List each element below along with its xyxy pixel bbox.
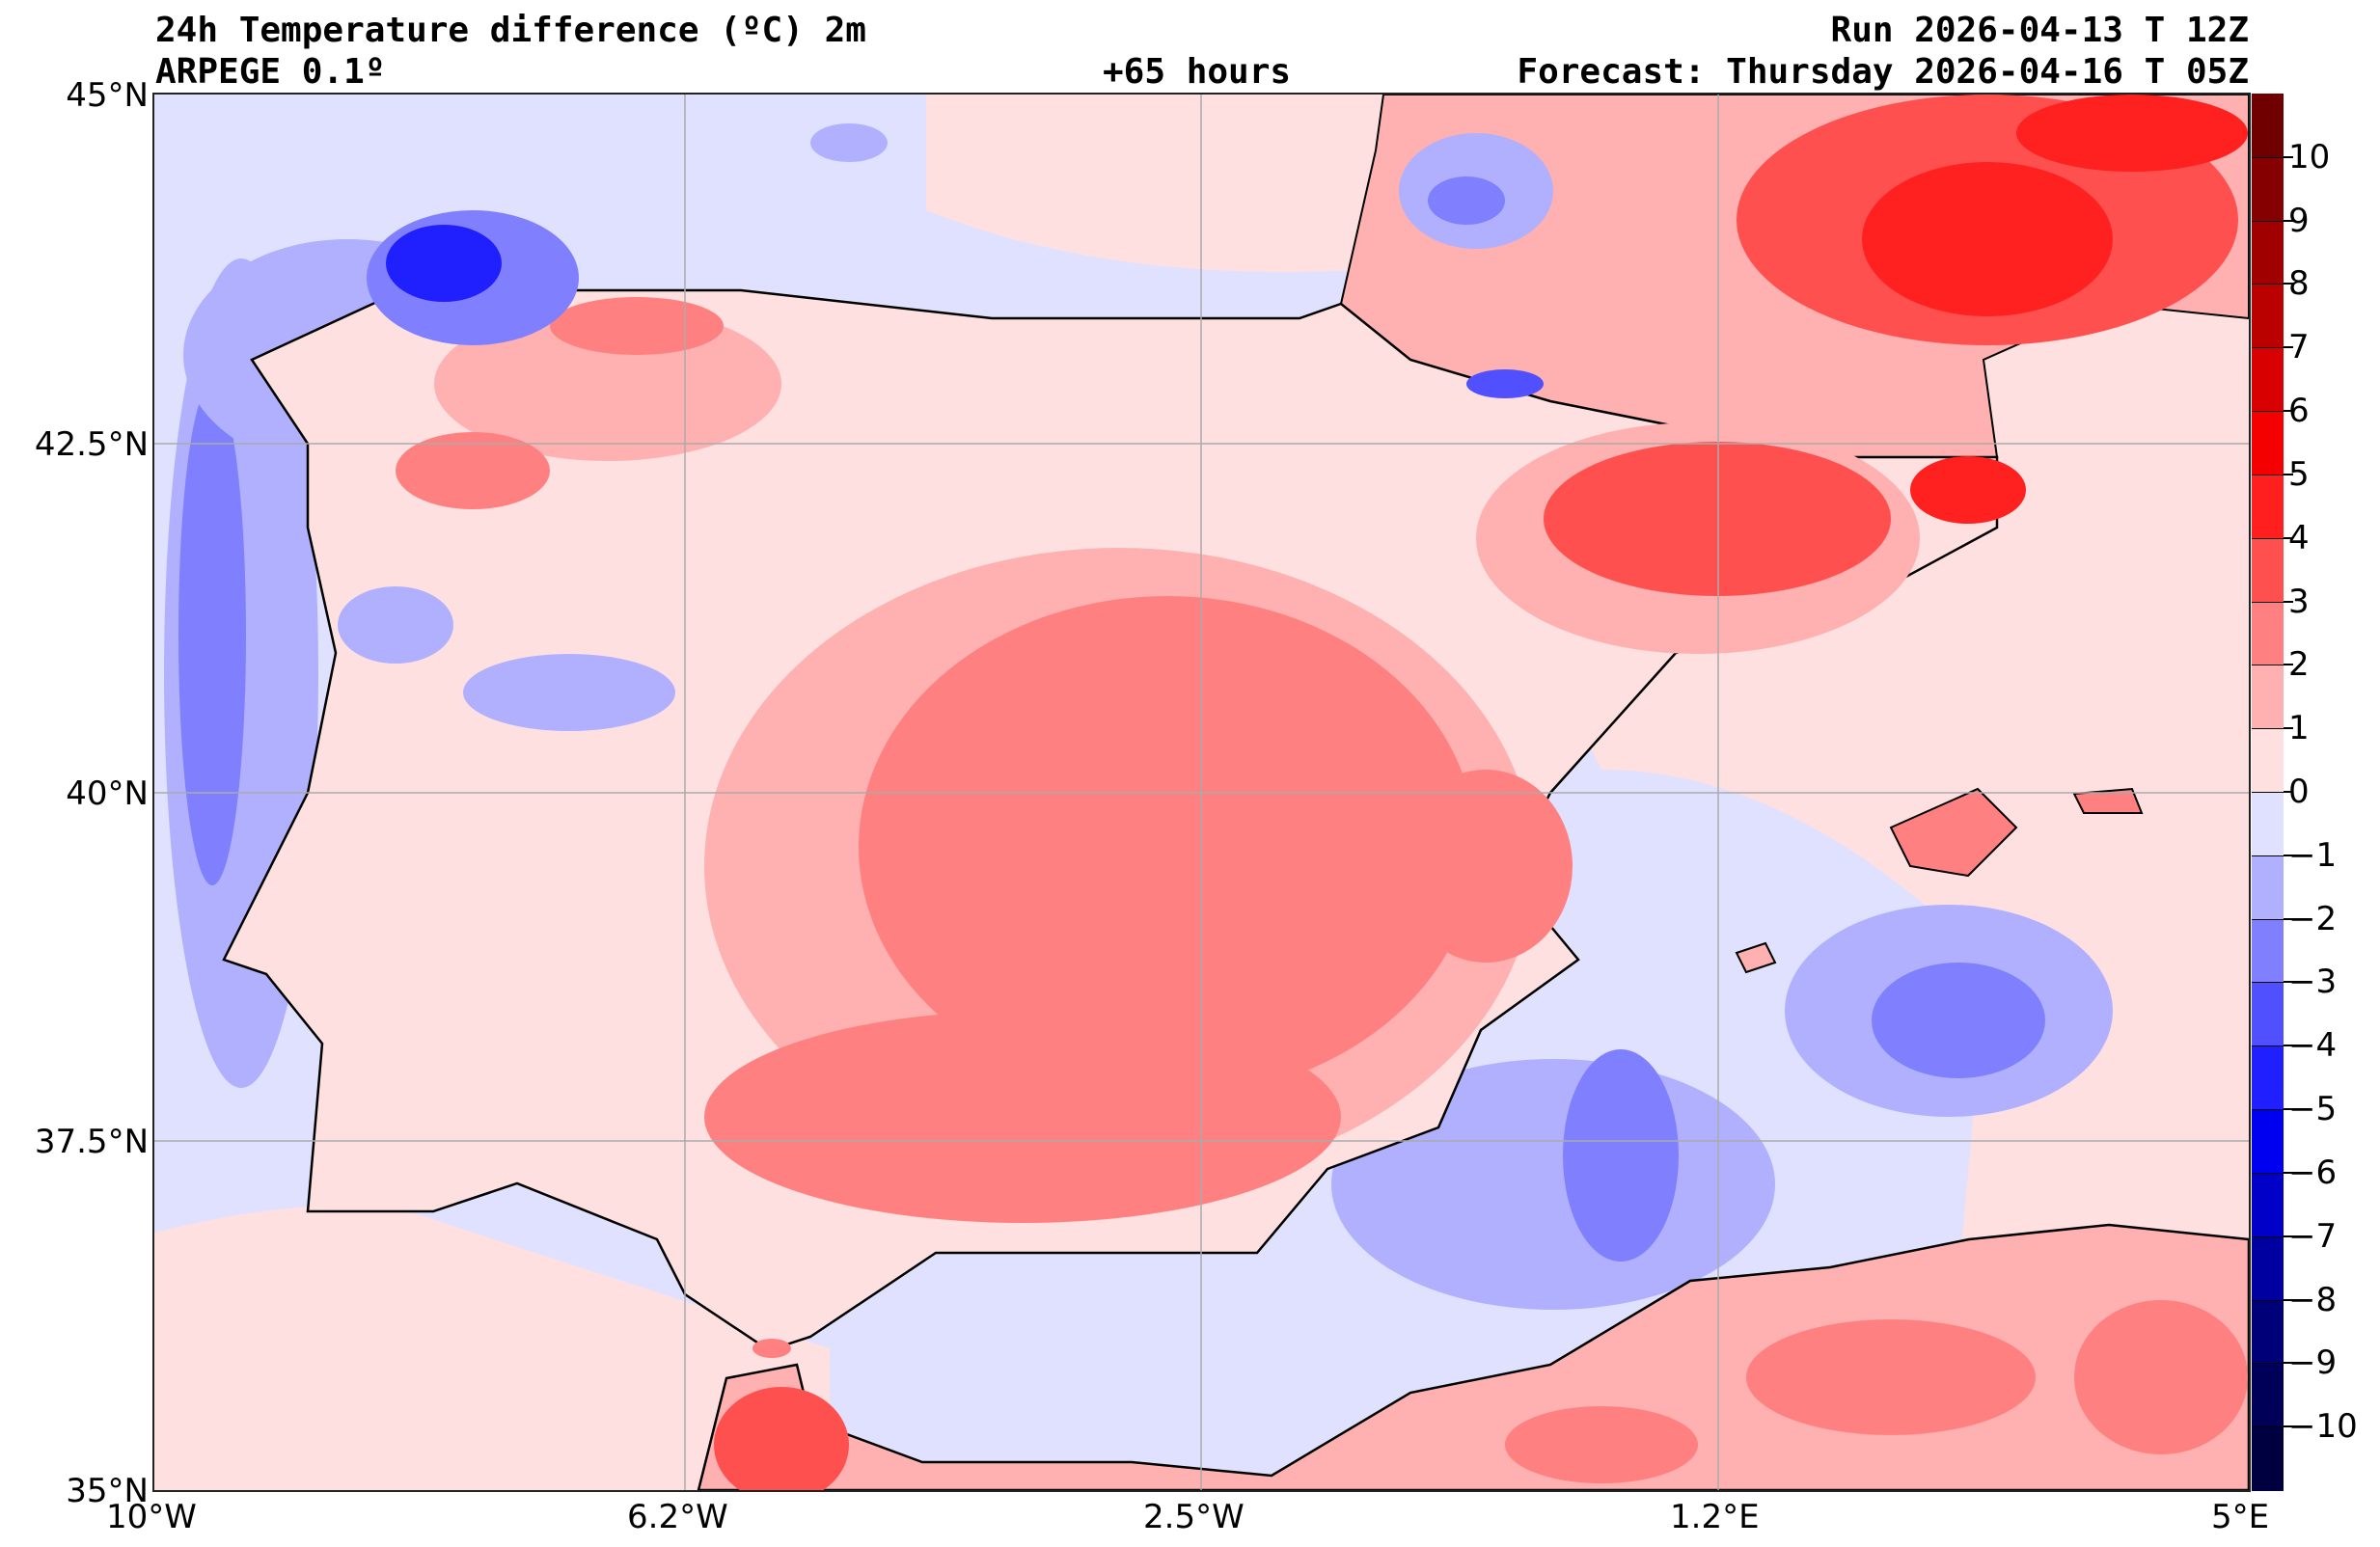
colorbar-tick-label: −7 xyxy=(2288,1216,2338,1256)
colorbar-bin xyxy=(2252,537,2284,604)
land-mallorca xyxy=(1889,787,2018,878)
colorbar-tick-label: −9 xyxy=(2288,1343,2338,1383)
colorbar-bin xyxy=(2252,1172,2284,1238)
colorbar-tick-label: 10 xyxy=(2288,137,2331,176)
colorbar-tick xyxy=(2284,473,2293,475)
colorbar-bin xyxy=(2252,156,2284,223)
lead-time-label: +65 hours xyxy=(1103,52,1292,92)
colorbar-bin xyxy=(2252,918,2284,984)
colorbar xyxy=(2252,94,2293,1492)
colorbar-tick-label: 9 xyxy=(2288,201,2310,240)
colorbar-tick xyxy=(2284,854,2293,856)
lat-tick-label: 42.5°N xyxy=(34,425,149,464)
colorbar-bin xyxy=(2252,1235,2284,1302)
colorbar-bin xyxy=(2252,1109,2284,1175)
lat-tick-label: 45°N xyxy=(66,76,149,115)
colorbar-tick xyxy=(2284,1108,2293,1111)
lon-tick-label: 1.2°E xyxy=(1670,1498,1760,1536)
colorbar-tick-label: 6 xyxy=(2288,392,2310,431)
lat-tick-label: 37.5°N xyxy=(34,1123,149,1161)
colorbar-tick xyxy=(2284,1298,2293,1301)
temperature-difference-map xyxy=(152,93,2251,1492)
colorbar-bin xyxy=(2252,728,2284,794)
colorbar-bin xyxy=(2252,94,2284,158)
lon-tick-label: 10°W xyxy=(106,1498,197,1536)
colorbar-tick-label: 1 xyxy=(2288,709,2310,748)
gridlines xyxy=(154,95,2249,1490)
land-ibiza xyxy=(1735,941,1777,974)
lon-tick-label: 2.5°W xyxy=(1143,1498,1245,1536)
sea-positive-area xyxy=(926,95,1428,272)
forecast-label: Forecast: Thursday 2026-04-16 T 05Z xyxy=(1517,52,2249,92)
colorbar-tick xyxy=(2284,410,2293,413)
colorbar-tick-label: 5 xyxy=(2288,454,2310,494)
colorbar-bin xyxy=(2252,1299,2284,1365)
colorbar-tick xyxy=(2284,981,2293,984)
colorbar-tick-label: −1 xyxy=(2288,835,2338,875)
colorbar-bin xyxy=(2252,347,2284,413)
colorbar-tick-label: −4 xyxy=(2288,1026,2338,1066)
colorbar-bin xyxy=(2252,855,2284,921)
colorbar-bin xyxy=(2252,1045,2284,1111)
lat-tick-label: 40°N xyxy=(66,774,149,813)
lon-tick-label: 5°E xyxy=(2211,1498,2270,1536)
colorbar-bin xyxy=(2252,665,2284,730)
colorbar-bin xyxy=(2252,601,2284,666)
colorbar-tick-label: −2 xyxy=(2288,899,2338,938)
lat-tick-label: 35°N xyxy=(66,1472,149,1510)
colorbar-bin xyxy=(2252,474,2284,540)
lon-tick-label: 6.2°W xyxy=(627,1498,728,1536)
colorbar-tick xyxy=(2284,791,2293,793)
colorbar-tick-label: −6 xyxy=(2288,1153,2338,1192)
colorbar-tick-label: 2 xyxy=(2288,645,2310,685)
run-label: Run 2026-04-13 T 12Z xyxy=(1830,11,2249,50)
colorbar-tick-label: 8 xyxy=(2288,264,2310,304)
colorbar-bin xyxy=(2252,284,2284,349)
map-title: 24h Temperature difference (ºC) 2m xyxy=(155,11,866,50)
colorbar-tick-label: −10 xyxy=(2288,1407,2358,1447)
colorbar-bin xyxy=(2252,982,2284,1047)
colorbar-tick-label: 4 xyxy=(2288,518,2310,557)
colorbar-tick xyxy=(2284,917,2293,920)
sea-positive-area xyxy=(154,1206,830,1490)
colorbar-bin xyxy=(2252,220,2284,285)
colorbar-bin xyxy=(2252,411,2284,476)
colorbar-tick xyxy=(2284,283,2293,285)
colorbar-tick xyxy=(2284,1045,2293,1047)
colorbar-tick xyxy=(2284,1171,2293,1174)
colorbar-tick xyxy=(2284,219,2293,222)
colorbar-tick xyxy=(2284,536,2293,539)
colorbar-tick xyxy=(2284,727,2293,730)
model-label: ARPEGE 0.1º xyxy=(155,52,386,92)
colorbar-tick xyxy=(2284,155,2293,158)
colorbar-tick-label: 3 xyxy=(2288,582,2310,621)
colorbar-tick-label: −8 xyxy=(2288,1280,2338,1319)
colorbar-tick-label: −3 xyxy=(2288,963,2338,1002)
colorbar-tick xyxy=(2284,600,2293,603)
colorbar-tick-label: 0 xyxy=(2288,773,2310,811)
colorbar-tick-label: 7 xyxy=(2288,328,2310,367)
colorbar-tick-label: −5 xyxy=(2288,1090,2338,1129)
colorbar-tick xyxy=(2284,346,2293,349)
colorbar-tick xyxy=(2284,664,2293,666)
colorbar-bin xyxy=(2252,1426,2284,1492)
colorbar-bin xyxy=(2252,1363,2284,1428)
colorbar-bin xyxy=(2252,792,2284,857)
land-menorca xyxy=(2072,787,2144,814)
colorbar-tick xyxy=(2284,1362,2293,1365)
colorbar-tick xyxy=(2284,1425,2293,1428)
colorbar-tick xyxy=(2284,1235,2293,1237)
